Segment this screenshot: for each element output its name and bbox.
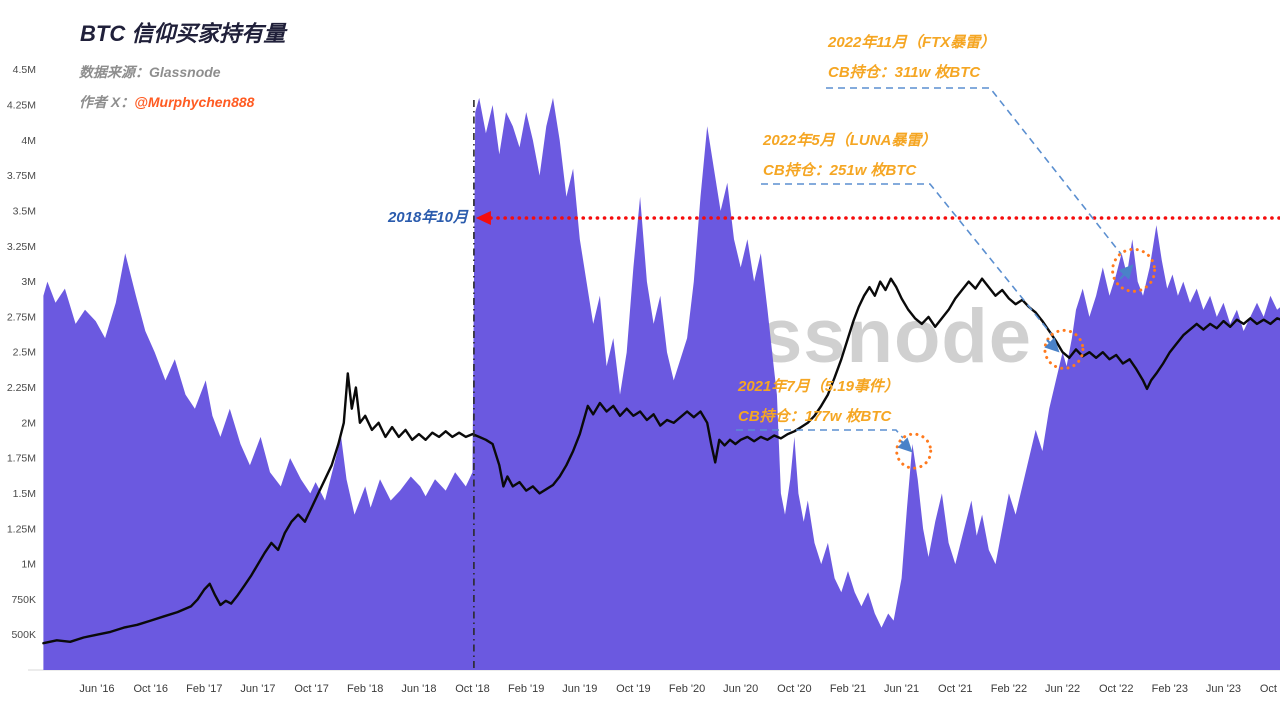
annotation-luna: 2022年5月（LUNA暴雷） CB持仓：251w 枚BTC	[763, 126, 936, 186]
annotation-luna-title: 2022年5月（LUNA暴雷）	[763, 132, 937, 149]
x-axis-label: Feb '22	[991, 683, 1027, 695]
event-circle-ftx	[1111, 247, 1157, 293]
data-source-label: 数据来源：	[79, 64, 149, 80]
x-axis-label: Jun '23	[1206, 683, 1241, 695]
y-axis-label: 750K	[11, 594, 36, 606]
y-axis-label: 1.25M	[7, 523, 36, 535]
x-axis-label: Oct '19	[616, 683, 651, 695]
annotation-oct2018: 2018年10月	[387, 209, 468, 226]
author-row: 作者 X：@Murphychen888	[79, 92, 254, 112]
ftx-leader-line	[826, 87, 1122, 255]
x-axis-label: Jun '22	[1045, 683, 1080, 695]
x-axis-label: Feb '18	[347, 683, 383, 695]
y-axis-label: 500K	[11, 629, 36, 641]
red-left-arrowhead	[475, 211, 491, 225]
event-circle-evt519	[895, 432, 933, 470]
y-axis-label: 3.5M	[13, 205, 36, 217]
event-circle-luna	[1043, 328, 1085, 370]
annotation-luna-value: CB持仓：251w 枚BTC	[763, 162, 917, 179]
y-axis-label: 4.25M	[7, 100, 36, 112]
x-axis-label: Oct '18	[455, 683, 490, 695]
data-source-row: 数据来源：Glassnode	[79, 62, 221, 82]
annotation-519-value: CB持仓：177w 枚BTC	[738, 408, 892, 425]
author-handle: @Murphychen888	[134, 94, 255, 110]
x-axis-label: Oct '17	[294, 683, 329, 695]
x-axis-label: Oct '20	[777, 683, 812, 695]
y-axis-label: 4M	[21, 135, 36, 147]
x-axis-label: Feb '23	[1152, 683, 1188, 695]
annotation-ftx: 2022年11月（FTX暴雷） CB持仓：311w 枚BTC	[828, 28, 995, 88]
ftx-arrow-icon	[1118, 264, 1134, 280]
event-callouts	[736, 87, 1157, 470]
519-leader-line	[736, 429, 904, 439]
annotation-ftx-value: CB持仓：311w 枚BTC	[828, 64, 981, 81]
x-axis-label: Jun '16	[79, 683, 114, 695]
x-axis-label: Jun '19	[562, 683, 597, 695]
luna-arrow-icon	[1044, 337, 1060, 353]
x-axis-label: Jun '21	[884, 683, 919, 695]
x-axis-label: Oct '16	[133, 683, 168, 695]
holdings-area-series	[43, 97, 1280, 670]
annotation-519-title: 2021年7月（5.19事件）	[738, 378, 899, 395]
glassnode-watermark: ssnode	[760, 294, 1033, 379]
y-axis-label: 2.25M	[7, 382, 36, 394]
y-axis-label: 1.75M	[7, 453, 36, 465]
x-axis-label: Oct '23	[1260, 683, 1280, 695]
x-axis-label: Oct '22	[1099, 683, 1134, 695]
y-axis-label: 1M	[21, 559, 36, 571]
y-axis-label: 3.25M	[7, 241, 36, 253]
y-axis-label: 1.5M	[13, 488, 36, 500]
cb-line-series	[42, 277, 1280, 645]
x-axis-label: Jun '17	[240, 683, 275, 695]
x-axis-label: Feb '19	[508, 683, 544, 695]
x-axis-label: Feb '17	[186, 683, 222, 695]
x-axis-label: Jun '18	[401, 683, 436, 695]
luna-leader-line	[761, 183, 1053, 336]
y-axis-label: 2M	[21, 417, 36, 429]
y-axis-label: 2.5M	[13, 347, 36, 359]
data-source-value: Glassnode	[149, 64, 221, 80]
x-axis-label: Jun '20	[723, 683, 758, 695]
y-axis-label: 3M	[21, 276, 36, 288]
x-axis-label: Feb '21	[830, 683, 866, 695]
reference-lines	[473, 100, 1280, 668]
y-axis-label: 3.75M	[7, 170, 36, 182]
page-title: BTC 信仰买家持有量	[80, 21, 286, 46]
annotation-519: 2021年7月（5.19事件） CB持仓：177w 枚BTC	[738, 372, 899, 432]
annotation-ftx-title: 2022年11月（FTX暴雷）	[828, 34, 996, 51]
author-label: 作者 X：	[79, 94, 135, 110]
axis-labels: 4.5M 4.25M 4M 3.75M 3.5M 3.25M 3M 2.75M 2.5M 2.25…	[7, 64, 1280, 695]
y-axis-label: 4.5M	[13, 64, 36, 76]
x-axis-label: Feb '20	[669, 683, 705, 695]
y-axis-label: 2.75M	[7, 311, 36, 323]
x-axis-label: Oct '21	[938, 683, 973, 695]
519-arrow-icon	[897, 437, 913, 453]
